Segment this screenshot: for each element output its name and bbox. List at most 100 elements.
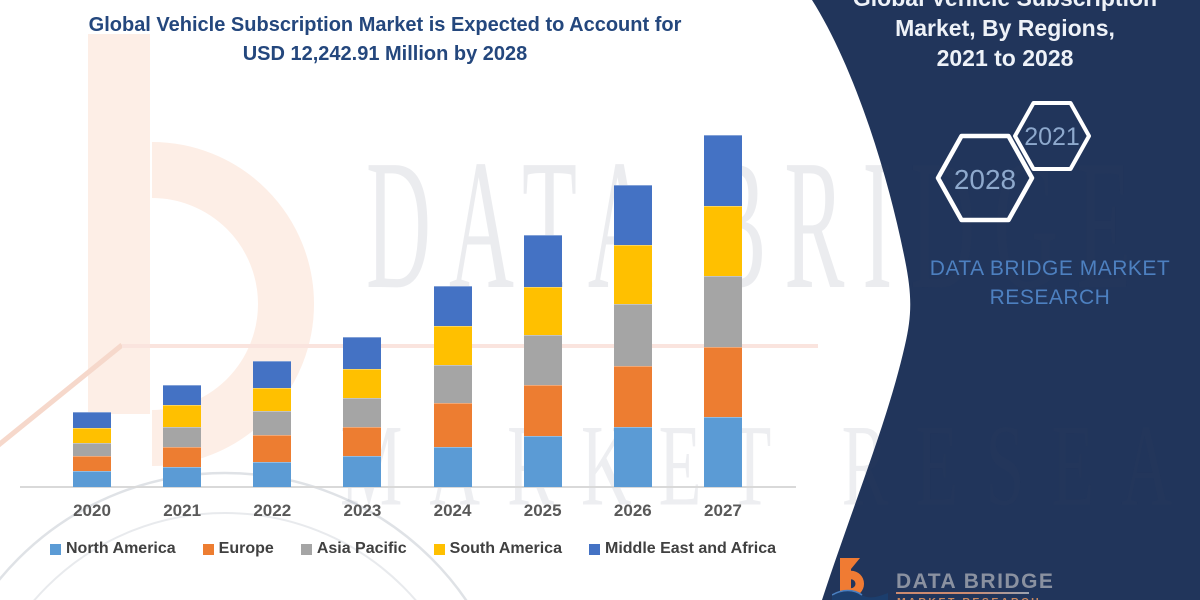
side-panel-shape (812, 0, 1200, 600)
x-axis-label-2024: 2024 (433, 501, 472, 520)
logo-b-stem (840, 558, 851, 592)
hexagon-2028-icon (935, 133, 1035, 223)
legend-item: South America (433, 540, 562, 558)
bar-segment-south-america (613, 245, 652, 304)
legend-label: Asia Pacific (316, 540, 407, 557)
footer-logo-wordmark: DATA BRIDGE (896, 570, 1055, 593)
chart-title-line2: USD 12,242.91 Million by 2028 (242, 43, 528, 65)
bar-segment-europe (703, 347, 742, 417)
peach-logo-bowl-watermark (151, 142, 314, 466)
bar-segment-north-america (73, 471, 111, 487)
bar-segment-europe (433, 403, 472, 447)
bar-segment-asia-pacific (523, 335, 562, 385)
panel-brand-name: DATA BRIDGE MARKET RESEARCH (905, 254, 1195, 312)
bar-segment-south-america (73, 428, 111, 443)
panel-title-line3: 2021 to 2028 (936, 45, 1074, 71)
data-bridge-logo-icon (832, 558, 888, 600)
legend-label: South America (449, 540, 562, 557)
bar-segment-north-america (613, 427, 652, 487)
bar-segment-middle-east-and-africa (703, 135, 742, 206)
bar-segment-north-america (523, 436, 562, 487)
bar-segment-south-america (433, 326, 472, 365)
stacked-bar-2020 (73, 412, 111, 487)
x-axis-label-2023: 2023 (343, 501, 382, 520)
legend-item: Asia Pacific (300, 540, 407, 558)
bar-segment-middle-east-and-africa (523, 235, 562, 287)
bar-segment-europe (343, 427, 382, 456)
bars-layer (73, 135, 742, 487)
bar-segment-north-america (433, 447, 472, 487)
bar-segment-asia-pacific (163, 427, 202, 447)
stacked-bar-2025 (523, 235, 562, 487)
legend-swatch-icon (300, 543, 312, 555)
bar-segment-middle-east-and-africa (253, 361, 292, 388)
bar-segment-north-america (343, 456, 382, 487)
bar-segment-south-america (343, 369, 382, 398)
logo-wave-accent (832, 589, 863, 596)
legend-item: North America (50, 540, 176, 558)
bar-segment-south-america (703, 206, 742, 276)
bar-segment-asia-pacific (433, 365, 472, 403)
bar-segment-asia-pacific (343, 398, 382, 427)
panel-brand-line1: DATA BRIDGE MARKET (929, 257, 1171, 280)
legend-item: Europe (202, 540, 274, 558)
bar-segment-north-america (253, 462, 292, 487)
x-axis-line (20, 486, 796, 488)
bar-segment-middle-east-and-africa (163, 385, 202, 405)
bar-segment-middle-east-and-africa (433, 286, 472, 326)
bar-segment-middle-east-and-africa (343, 337, 382, 369)
bar-segment-asia-pacific (253, 411, 292, 435)
hexagon-back-label: 2028 (954, 164, 1016, 195)
chart-legend: North America Europe Asia Pacific South Ame… (50, 540, 776, 558)
logo-wave (832, 590, 888, 600)
bar-segment-europe (613, 366, 652, 427)
bar-segment-asia-pacific (73, 443, 111, 456)
bar-segment-europe (73, 456, 111, 471)
bar-segment-south-america (523, 287, 562, 335)
legend-label: North America (66, 540, 176, 557)
stacked-bar-2023 (343, 337, 382, 487)
bar-segment-europe (253, 435, 292, 462)
legend-label: Middle East and Africa (605, 540, 776, 557)
bar-segment-asia-pacific (613, 304, 652, 366)
bar-segment-north-america (163, 467, 202, 487)
legend-swatch-icon (433, 543, 445, 555)
x-axis-label-2027: 2027 (704, 501, 742, 520)
legend-swatch-icon (589, 543, 600, 555)
chart-title: Global Vehicle Subscription Market is Ex… (30, 11, 740, 69)
bar-segment-europe (163, 447, 202, 467)
stacked-bar-2022 (253, 361, 292, 487)
legend-label: Europe (218, 540, 274, 557)
legend-item: Middle East and Africa (589, 540, 776, 558)
watermark-ring-icon (0, 471, 468, 600)
bar-segment-europe (523, 385, 562, 436)
x-axis-label-2021: 2021 (163, 501, 202, 520)
panel-brand-line2: RESEARCH (989, 286, 1111, 309)
stacked-bar-2026 (613, 185, 652, 487)
x-axis-label-2022: 2022 (253, 501, 292, 520)
peach-logo-stem-watermark (88, 34, 150, 414)
x-axis-label-2020: 2020 (73, 501, 111, 520)
panel-title-line1: Global Vehicle Subscription (845, 0, 1165, 13)
bar-segment-asia-pacific (703, 276, 742, 347)
bar-segment-south-america (163, 405, 202, 427)
logo-b-bowl (850, 570, 864, 597)
hexagon-front-label: 2021 (1024, 123, 1080, 151)
stacked-bar-2024 (433, 286, 472, 487)
stacked-bar-2027 (703, 135, 742, 487)
footer-logo-subtitle: MARKET RESEARCH (897, 596, 1041, 600)
panel-title-line2: Market, By Regions, (895, 15, 1115, 41)
bar-segment-middle-east-and-africa (613, 185, 652, 245)
x-axis-label-2025: 2025 (523, 501, 562, 520)
legend-swatch-icon (50, 543, 61, 555)
logo-b-hook (851, 558, 860, 569)
peach-swoosh-line (0, 343, 124, 448)
footer-logo-underline (896, 592, 1029, 594)
x-axis-label-2026: 2026 (613, 501, 652, 520)
bar-segment-south-america (253, 388, 292, 411)
panel-title: Global Vehicle Subscription Market, By R… (845, 0, 1165, 73)
bar-segment-north-america (703, 417, 742, 487)
